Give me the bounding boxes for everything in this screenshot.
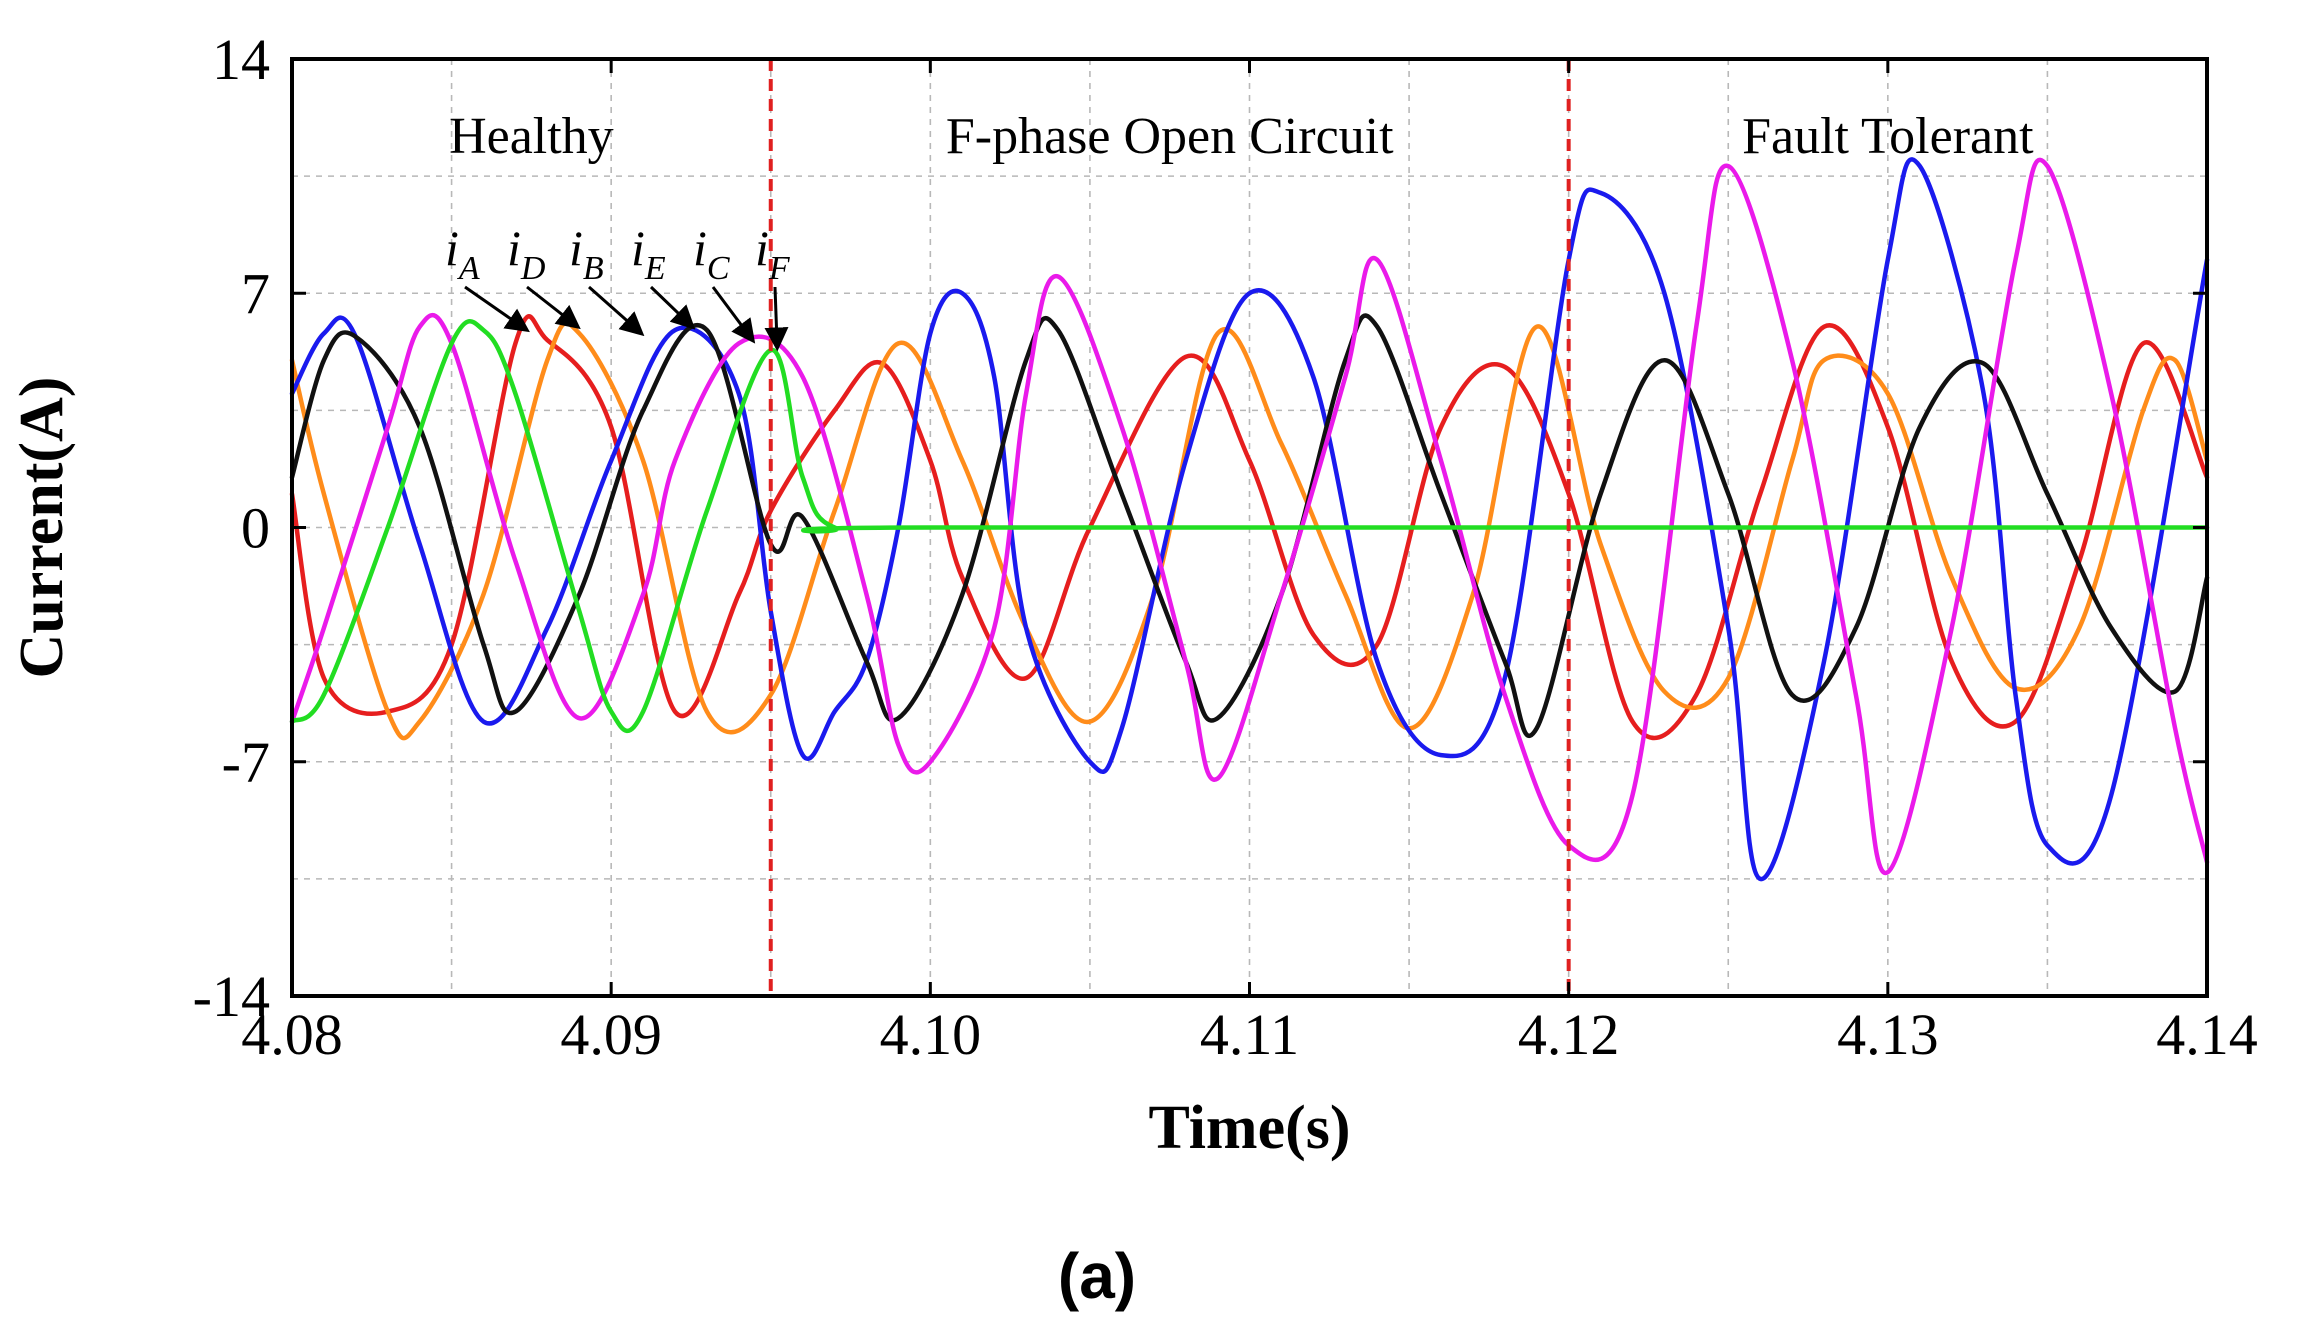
legend-arrow (764, 286, 789, 352)
legend-subscript: D (520, 250, 546, 287)
y-tick-label: -7 (222, 730, 270, 795)
series-line-iA (289, 314, 2210, 741)
x-tick-label: 4.11 (1200, 1002, 1299, 1067)
region-label: Fault Tolerant (1742, 108, 2034, 165)
x-tick-label: 4.10 (880, 1002, 982, 1067)
axis-ticks: 14 7 0 -7 -144.08 4.09 4.10 4.11 4.12 4.13 4.14 (193, 27, 2258, 1067)
series-line-iF (289, 319, 2210, 734)
legend-label-iB: iB (569, 220, 604, 287)
legend-subscript: E (644, 250, 666, 287)
series-line-iE (289, 313, 2210, 738)
region-label: F-phase Open Circuit (946, 108, 1394, 165)
legend: iA iD iB iE iC iF (445, 220, 791, 352)
x-axis-title: Time(s) (1148, 1094, 1350, 1162)
legend-subscript: F (768, 250, 791, 287)
series-line-iB (289, 157, 2210, 882)
legend-arrow (711, 286, 756, 344)
legend-arrow (649, 285, 696, 330)
legend-subscript: C (707, 250, 730, 287)
legend-label-iC: iC (693, 220, 730, 287)
x-tick-label: 4.08 (241, 1002, 343, 1067)
legend-label-iD: iD (507, 220, 546, 287)
fault-markers (768, 59, 1571, 996)
legend-subscript: A (457, 250, 480, 287)
x-tick-label: 4.09 (560, 1002, 662, 1067)
x-tick-label: 4.12 (1518, 1002, 1620, 1067)
legend-arrow (526, 285, 581, 330)
y-axis-title: Current(A) (8, 377, 76, 679)
legend-label-iF: iF (755, 220, 791, 287)
legend-subscript: B (583, 250, 604, 287)
y-tick-label: -14 (193, 964, 270, 1029)
y-tick-label: 7 (241, 261, 270, 326)
region-labels: Healthy F-phase Open Circuit Fault Toleran… (449, 108, 2034, 165)
legend-arrow (464, 285, 530, 333)
legend-label-iA: iA (445, 220, 480, 287)
y-tick-label: 14 (212, 27, 270, 92)
panel-label: (a) (1058, 1240, 1136, 1312)
region-label: Healthy (449, 108, 614, 165)
x-tick-label: 4.14 (2156, 1002, 2258, 1067)
series-layer (289, 157, 2210, 882)
x-tick-label: 4.13 (1837, 1002, 1939, 1067)
y-tick-label: 0 (241, 496, 270, 561)
legend-label-iE: iE (631, 220, 666, 287)
series-line-iC (289, 157, 2210, 876)
legend-arrow (588, 285, 645, 337)
